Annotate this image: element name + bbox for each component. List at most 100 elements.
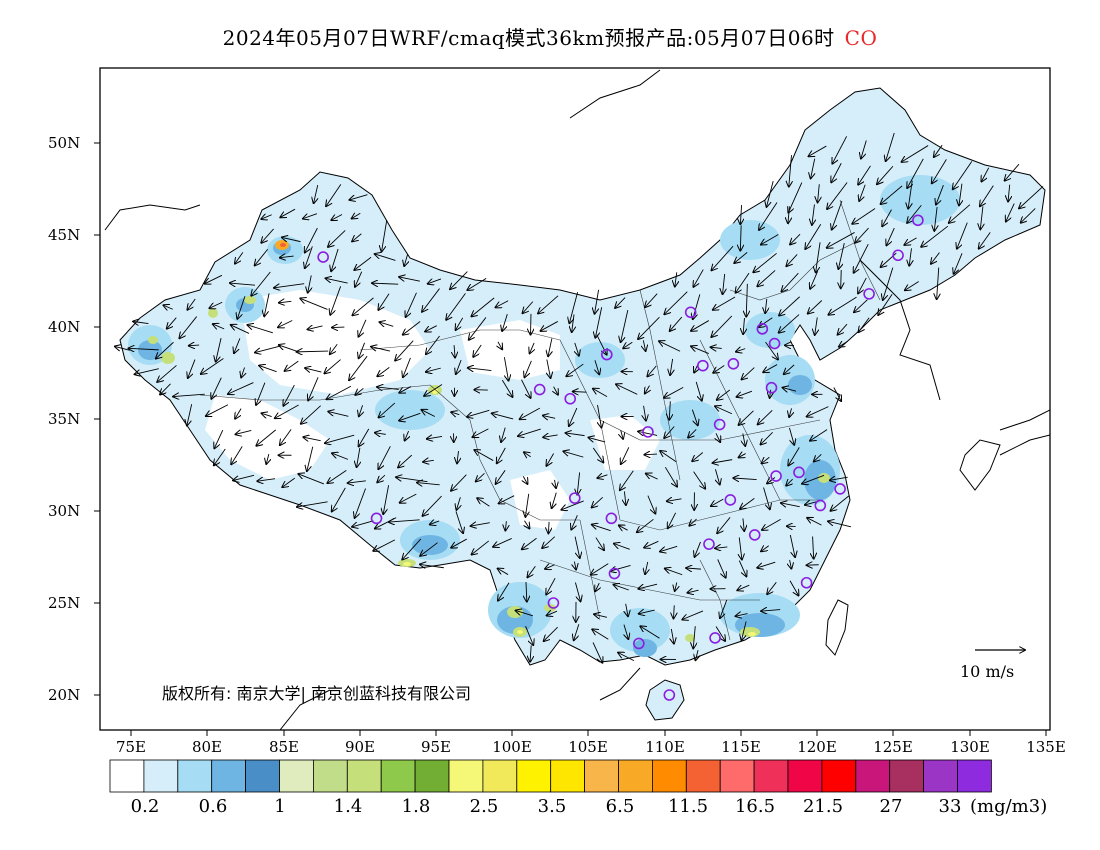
wind-arrow bbox=[471, 297, 495, 317]
wind-arrow bbox=[687, 590, 699, 593]
wind-arrow bbox=[713, 365, 725, 372]
wind-arrow bbox=[638, 583, 658, 589]
wind-arrow bbox=[115, 346, 130, 350]
wind-arrow bbox=[574, 582, 580, 601]
wind-arrow bbox=[129, 348, 159, 350]
wind-arrow bbox=[740, 225, 741, 250]
wind-arrow bbox=[451, 412, 460, 415]
wind-arrow bbox=[422, 410, 435, 417]
wind-arrow bbox=[621, 430, 623, 439]
wind-arrow bbox=[789, 580, 798, 596]
wind-arrow bbox=[881, 185, 903, 204]
wind-arrow bbox=[759, 317, 773, 327]
wind-arrow bbox=[789, 155, 792, 187]
wind-arrow bbox=[592, 525, 611, 532]
wind-arrow bbox=[595, 537, 604, 551]
colorbar-label: 2.5 bbox=[469, 796, 499, 817]
wind-arrow bbox=[456, 359, 462, 374]
wind-arrow bbox=[789, 427, 794, 445]
wind-arrow bbox=[736, 614, 748, 617]
wind-arrow bbox=[861, 140, 867, 159]
colorbar-swatch bbox=[380, 759, 416, 793]
wind-arrow bbox=[332, 487, 346, 512]
wind-arrow bbox=[711, 315, 733, 337]
lon-tick: 105E bbox=[568, 738, 608, 756]
lon-tick: 135E bbox=[1026, 738, 1066, 756]
wind-arrow bbox=[591, 563, 609, 575]
wind-arrow bbox=[373, 539, 396, 551]
wind-arrow bbox=[810, 271, 819, 289]
title-text: 2024年05月07日WRF/cmaq模式36km预报产品:05月07日06时 bbox=[222, 26, 835, 50]
wind-arrow bbox=[811, 158, 815, 179]
wind-arrow bbox=[595, 360, 599, 374]
wind-arrow bbox=[623, 341, 633, 348]
colorbar-swatch bbox=[177, 759, 213, 793]
wind-arrow bbox=[377, 474, 386, 482]
wind-arrow bbox=[762, 456, 770, 463]
wind-arrow bbox=[810, 429, 828, 441]
wind-arrow bbox=[426, 335, 440, 354]
wind-arrow bbox=[738, 560, 746, 577]
wind-arrow bbox=[594, 614, 608, 617]
wind-arrow bbox=[670, 316, 683, 331]
wind-arrow bbox=[645, 561, 648, 574]
wind-arrow bbox=[566, 433, 585, 436]
wind-arrow bbox=[592, 642, 602, 662]
wind-arrow bbox=[326, 278, 348, 284]
wind-arrow bbox=[720, 599, 728, 618]
wind-arrow bbox=[818, 184, 820, 202]
wind-arrow bbox=[426, 368, 441, 372]
wind-arrow bbox=[802, 474, 825, 483]
map-frame bbox=[99, 67, 1051, 731]
wind-arrow bbox=[758, 409, 773, 424]
copyright-notice: 版权所有: 南京大学| 南京创蓝科技有限公司 bbox=[162, 684, 471, 703]
colorbar-label: 1.8 bbox=[401, 796, 431, 817]
colorbar-swatch bbox=[889, 759, 925, 793]
wind-arrow bbox=[331, 214, 343, 220]
wind-arrow bbox=[904, 237, 917, 245]
wind-arrow bbox=[467, 409, 490, 416]
wind-arrow bbox=[357, 447, 360, 467]
wind-arrow bbox=[723, 273, 725, 294]
colorbar-label: 0.6 bbox=[198, 796, 228, 817]
wind-arrow bbox=[283, 384, 295, 406]
wind-arrow bbox=[807, 518, 822, 526]
wind-arrow bbox=[262, 413, 272, 416]
wind-arrow bbox=[664, 426, 675, 439]
wind-arrow bbox=[839, 341, 848, 346]
wind-arrow bbox=[327, 470, 347, 483]
wind-arrow bbox=[554, 386, 558, 395]
wind-arrow bbox=[375, 433, 386, 435]
wind-arrow bbox=[878, 294, 893, 315]
wind-arrow bbox=[907, 158, 924, 188]
wind-arrow bbox=[527, 565, 536, 577]
wind-arrow bbox=[827, 182, 848, 210]
wind-arrow bbox=[546, 453, 555, 466]
wind-arrow bbox=[546, 577, 556, 594]
wind-arrow bbox=[949, 204, 971, 223]
wind-arrow bbox=[886, 227, 895, 245]
wind-arrow bbox=[237, 296, 246, 319]
wind-arrow bbox=[743, 317, 744, 334]
wind-arrow bbox=[827, 232, 855, 247]
wind-arrow bbox=[809, 145, 827, 156]
wind-arrow bbox=[711, 245, 734, 270]
wind-arrow bbox=[167, 317, 177, 329]
concentration-field bbox=[104, 69, 1050, 730]
wind-arrow bbox=[255, 248, 269, 265]
wind-arrow bbox=[717, 559, 726, 577]
wind-arrow bbox=[577, 472, 579, 494]
wind-arrow bbox=[691, 409, 697, 426]
wind-arrow bbox=[647, 365, 657, 377]
wind-arrow bbox=[784, 364, 795, 374]
lon-tick: 90E bbox=[344, 738, 376, 756]
wind-arrow bbox=[574, 624, 580, 640]
wind-arrow bbox=[854, 299, 868, 313]
city-marker bbox=[709, 632, 721, 644]
colorbar-swatch bbox=[652, 759, 687, 793]
wind-arrow bbox=[831, 163, 842, 182]
species-label: CO bbox=[844, 26, 878, 50]
wind-arrow bbox=[455, 511, 463, 533]
wind-arrow bbox=[524, 520, 529, 529]
wind-arrow bbox=[767, 180, 774, 207]
